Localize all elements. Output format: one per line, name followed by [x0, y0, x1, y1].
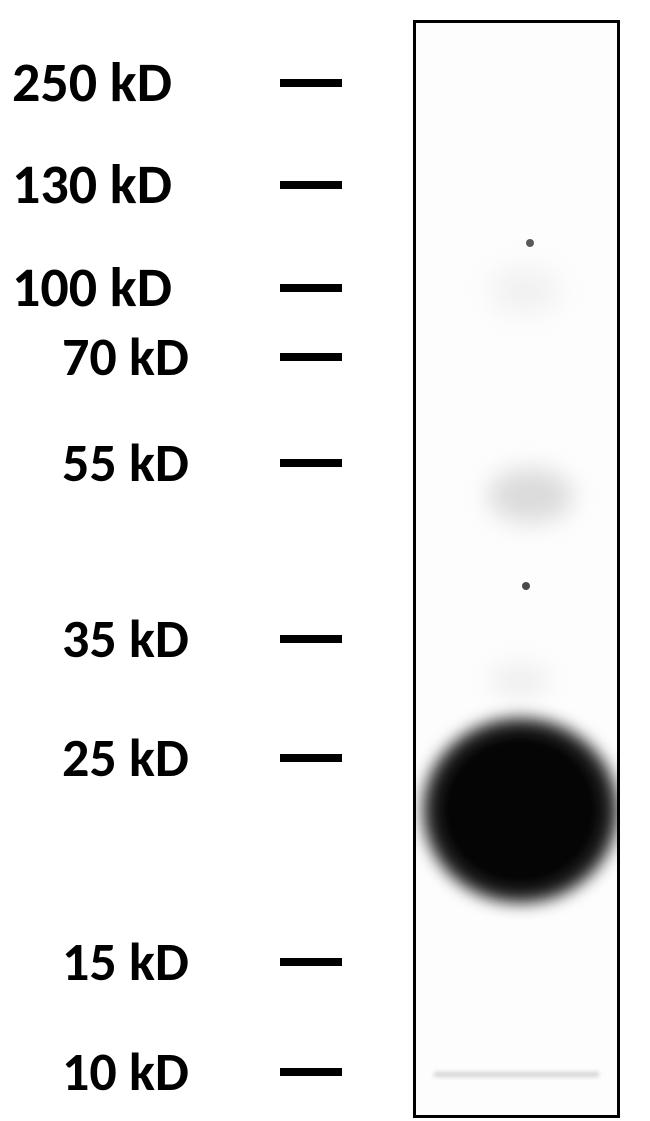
marker-label: 25 kD: [62, 731, 189, 785]
marker-row: 25 kD: [0, 731, 650, 785]
marker-label: 70 kD: [62, 330, 189, 384]
western-blot-figure: 250 kD 130 kD 100 kD 70 kD 55 kD 35 kD 25 kD 15…: [0, 0, 650, 1121]
marker-tick: [280, 459, 342, 467]
marker-row: 55 kD: [0, 436, 650, 490]
marker-tick: [280, 635, 342, 643]
marker-tick: [280, 958, 342, 966]
marker-row: 100 kD: [0, 260, 650, 316]
marker-label: 10 kD: [62, 1045, 189, 1099]
marker-tick: [280, 754, 342, 762]
marker-label: 130 kD: [12, 157, 172, 213]
marker-row: 250 kD: [0, 55, 650, 111]
marker-tick: [280, 284, 342, 292]
marker-tick: [280, 79, 342, 87]
marker-label: 250 kD: [12, 55, 172, 111]
marker-label: 55 kD: [62, 436, 189, 490]
marker-row: 10 kD: [0, 1045, 650, 1099]
marker-row: 130 kD: [0, 157, 650, 213]
marker-row: 70 kD: [0, 330, 650, 384]
marker-tick: [280, 353, 342, 361]
marker-row: 35 kD: [0, 612, 650, 666]
marker-label: 35 kD: [62, 612, 189, 666]
marker-label: 15 kD: [62, 935, 189, 989]
marker-tick: [280, 1068, 342, 1076]
marker-tick: [280, 181, 342, 189]
marker-row: 15 kD: [0, 935, 650, 989]
marker-label: 100 kD: [12, 260, 172, 316]
